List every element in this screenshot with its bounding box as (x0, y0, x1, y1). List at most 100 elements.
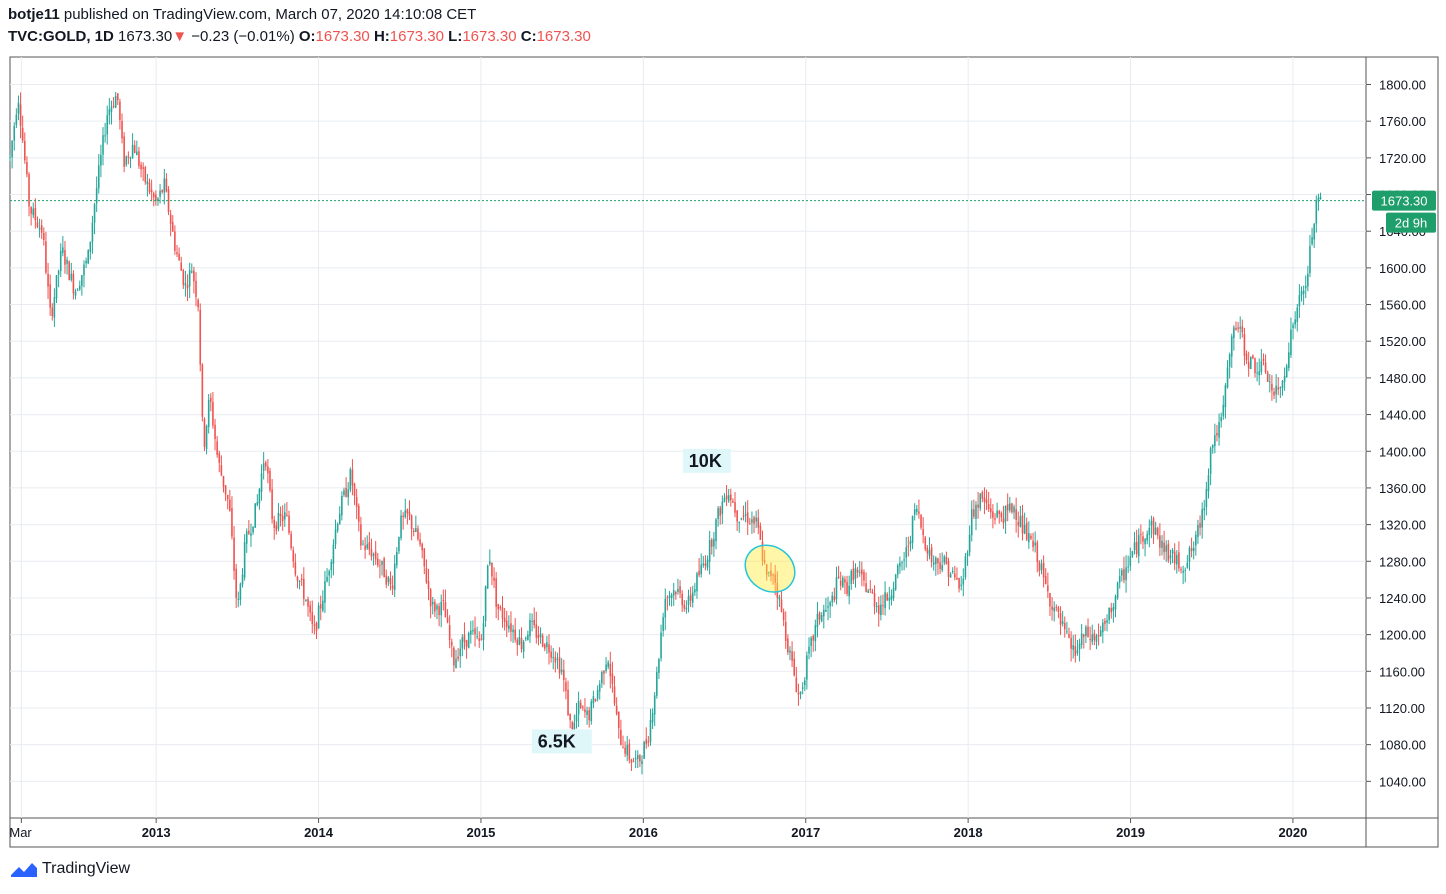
candle-body (472, 629, 474, 632)
y-tick-label: 1720.00 (1379, 151, 1426, 166)
x-tick-label: 2013 (142, 825, 171, 840)
candle-body (298, 580, 301, 582)
y-tick-label: 1120.00 (1379, 701, 1425, 716)
candle-body (660, 632, 662, 659)
candle-body (1123, 569, 1125, 581)
candle-body (1148, 527, 1151, 536)
candle-body (264, 462, 267, 467)
candle-body (1298, 295, 1301, 307)
candle-body (746, 512, 749, 523)
candle-body (393, 563, 396, 591)
candle-body (1144, 539, 1146, 545)
candle-body (761, 541, 764, 561)
candle-body (36, 222, 39, 227)
candle-body (497, 604, 500, 610)
candle-body (911, 516, 914, 543)
candle-body (1093, 633, 1096, 641)
candle-body (368, 542, 371, 550)
candle-body (489, 561, 491, 565)
candle-body (370, 549, 373, 557)
candle-body (176, 252, 178, 255)
candle-body (307, 599, 309, 607)
candle-body (292, 550, 295, 562)
candle-body (1023, 525, 1026, 534)
candle-body (899, 562, 901, 567)
candle-body (279, 513, 282, 516)
candle-body (949, 574, 952, 578)
candle-body (901, 562, 903, 564)
candle-body (165, 178, 168, 192)
candle-body (349, 469, 352, 490)
candle-body (643, 741, 645, 759)
y-tick-label: 1080.00 (1379, 738, 1426, 753)
candle-body (294, 562, 297, 575)
candle-body (945, 556, 948, 564)
candle-body (734, 502, 736, 513)
candle-body (1076, 650, 1079, 654)
candle-body (624, 747, 626, 754)
candle-body (715, 519, 717, 542)
candle-body (391, 585, 394, 589)
candle-body (1074, 646, 1077, 656)
candle-body (755, 517, 757, 522)
candle-body (34, 208, 37, 221)
candle-body (59, 250, 62, 272)
candle-body (1000, 513, 1003, 518)
candle-body (869, 588, 872, 590)
annotation-box (531, 729, 592, 754)
candle-body (125, 156, 128, 165)
candle-body (505, 620, 508, 628)
candle-body (440, 601, 443, 616)
candle-body (835, 577, 838, 600)
candle-body (713, 538, 715, 547)
price-change: −0.23 (−0.01%) (191, 28, 295, 45)
candle-body (987, 504, 990, 509)
candle-body (271, 489, 273, 520)
candle-body (772, 574, 774, 576)
candle-body (607, 662, 609, 667)
candle-body (171, 222, 174, 232)
candle-body (214, 424, 216, 440)
candle-body (1233, 327, 1235, 339)
candle-body (400, 515, 402, 539)
candle-body (1017, 521, 1020, 526)
candle-body (960, 584, 962, 586)
candle-body (850, 570, 853, 585)
candle-body (1030, 535, 1032, 539)
candle-body (47, 273, 49, 287)
candle-body (429, 589, 432, 607)
candle-body (1273, 391, 1275, 396)
candle-body (806, 655, 808, 680)
candle-body (159, 190, 161, 197)
candle-body (1131, 551, 1134, 557)
candle-body (636, 755, 639, 760)
candle-body (622, 747, 624, 749)
candle-body (1121, 570, 1123, 576)
candle-body (1006, 504, 1009, 511)
candle-body (721, 501, 724, 514)
author-name[interactable]: botje11 (8, 6, 60, 23)
candle-body (1184, 569, 1187, 571)
candle-body (398, 536, 400, 552)
y-tick-label: 1200.00 (1379, 628, 1426, 643)
candle-body (66, 259, 68, 264)
candle-body (106, 115, 109, 135)
candle-body (396, 551, 398, 566)
candle-body (1129, 556, 1132, 566)
candle-body (104, 135, 106, 137)
y-tick-label: 1160.00 (1379, 664, 1425, 679)
candle-body (501, 607, 504, 619)
candle-body (825, 609, 827, 612)
candle-body (1125, 567, 1127, 581)
candle-body (729, 494, 732, 501)
candle-body (541, 635, 544, 647)
tradingview-logo[interactable]: TradingView (10, 858, 130, 880)
candle-body (617, 711, 620, 729)
y-tick-label: 1800.00 (1379, 78, 1426, 93)
candle-body (582, 706, 584, 708)
candle-body (68, 261, 70, 281)
candle-body (336, 523, 339, 531)
candle-body (634, 758, 637, 760)
candle-body (78, 285, 81, 290)
